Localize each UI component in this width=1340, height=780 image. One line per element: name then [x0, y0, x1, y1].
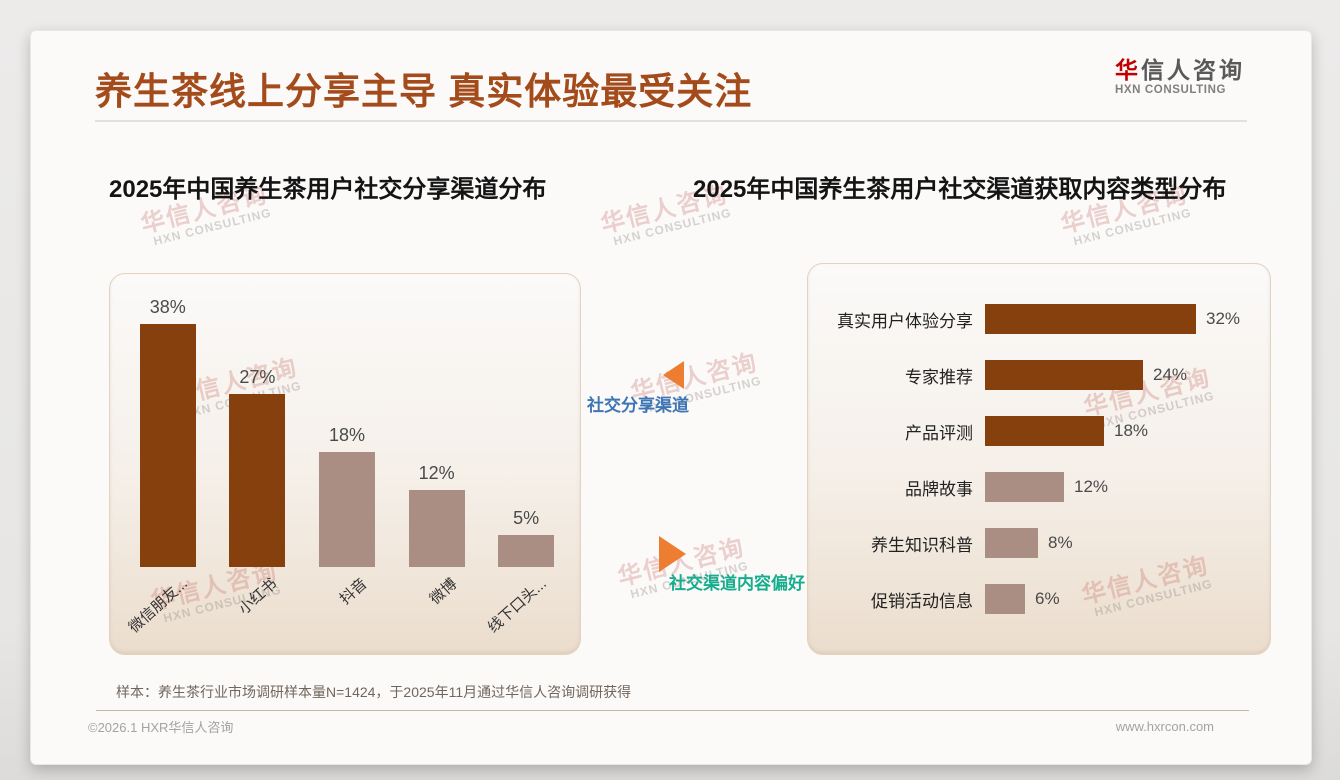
content-preference-label: 社交渠道内容偏好 — [669, 574, 805, 593]
bar-value-label: 5% — [513, 508, 540, 528]
x-axis-label-cell: 微信朋友... — [123, 569, 213, 649]
brand-logo-chinese: 华信人咨询 — [1115, 57, 1245, 83]
category-label: 养生知识科普 — [871, 535, 973, 555]
bar — [229, 394, 286, 567]
bar — [498, 535, 555, 567]
bar-row: 养生知识科普 8% — [807, 515, 1269, 571]
x-axis-label: 线下口头... — [484, 575, 550, 637]
column-chart-plot-area: 38% 27% 18% 12% 5% — [123, 273, 571, 567]
title-divider — [95, 120, 1247, 122]
bar — [139, 324, 196, 567]
column-chart: 38% 27% 18% 12% 5% 微信朋友... 小红书 抖音 微博 线下口头... — [109, 273, 579, 653]
bar — [985, 584, 1025, 614]
category-label: 产品评测 — [905, 423, 973, 443]
x-axis-label-cell: 线下口头... — [481, 569, 571, 649]
watermark-english-text: HXN CONSULTING — [611, 205, 733, 249]
bar — [985, 360, 1143, 390]
category-label: 品牌故事 — [905, 479, 973, 499]
horizontal-bar-chart: 真实用户体验分享 32% 专家推荐 24% 产品评测 18% 品牌故事 12% 养生知识科普 8%… — [807, 263, 1269, 653]
sample-note: 样本：养生茶行业市场调研样本量N=1424，于2025年11月通过华信人咨询调研… — [116, 684, 632, 700]
bar-value-label: 12% — [1074, 477, 1109, 496]
bar-row: 专家推荐 24% — [807, 347, 1269, 403]
share-channel-label: 社交分享渠道 — [587, 396, 689, 415]
bar — [985, 472, 1064, 502]
left-chart-title: 2025年中国养生茶用户社交分享渠道分布 — [109, 176, 547, 203]
bar-value-label: 38% — [149, 297, 186, 317]
column-chart-x-axis: 微信朋友... 小红书 抖音 微博 线下口头... — [123, 569, 571, 649]
brand-logo-red-char: 华 — [1115, 57, 1141, 83]
category-label: 促销活动信息 — [871, 591, 973, 611]
slide-card: 华信人咨询 HXN CONSULTING 华信人咨询 HXN CONSULTING 华信… — [30, 30, 1312, 765]
x-axis-label: 抖音 — [336, 575, 371, 608]
arrow-left-icon — [663, 361, 684, 389]
x-axis-label: 微博 — [426, 575, 460, 608]
website-url: www.hxrcon.com — [1115, 719, 1214, 734]
page-title: 养生茶线上分享主导 真实体验最受关注 — [95, 71, 753, 112]
chart-column: 27% — [213, 273, 303, 567]
chart-column: 12% — [392, 273, 482, 567]
x-axis-label-cell: 微博 — [392, 569, 482, 649]
chart-column: 5% — [481, 273, 571, 567]
horizontal-bar-chart-plot-area: 真实用户体验分享 32% 专家推荐 24% 产品评测 18% 品牌故事 12% 养生知识科普 8%… — [807, 291, 1269, 627]
x-axis-label-cell: 小红书 — [213, 569, 303, 649]
bar — [408, 490, 465, 567]
right-chart-title: 2025年中国养生茶用户社交渠道获取内容类型分布 — [693, 176, 1227, 203]
bar-value-label: 12% — [418, 463, 455, 483]
bar-value-label: 27% — [239, 367, 276, 387]
bar-row: 品牌故事 12% — [807, 459, 1269, 515]
copyright-text: ©2026.1 HXR华信人咨询 — [88, 720, 234, 735]
footer-divider — [96, 710, 1249, 711]
bar-value-label: 8% — [1048, 533, 1073, 552]
bar — [985, 304, 1196, 334]
bar-value-label: 18% — [1114, 421, 1149, 440]
brand-logo-gray-chars: 信人咨询 — [1141, 57, 1245, 83]
bar — [985, 416, 1104, 446]
bar-row: 促销活动信息 6% — [807, 571, 1269, 627]
bar-value-label: 32% — [1206, 309, 1241, 328]
x-axis-label-cell: 抖音 — [302, 569, 392, 649]
brand-logo-english: HXN CONSULTING — [1115, 84, 1227, 97]
x-axis-label: 小红书 — [235, 575, 281, 618]
bar-row: 真实用户体验分享 32% — [807, 291, 1269, 347]
arrow-right-icon — [659, 536, 686, 572]
bar — [318, 452, 375, 567]
chart-column: 38% — [123, 273, 213, 567]
bar-value-label: 6% — [1035, 589, 1060, 608]
bar-value-label: 24% — [1153, 365, 1188, 384]
x-axis-label: 微信朋友... — [125, 575, 192, 637]
category-label: 真实用户体验分享 — [837, 311, 973, 331]
bar-row: 产品评测 18% — [807, 403, 1269, 459]
chart-column: 18% — [302, 273, 392, 567]
watermark-english-text: HXN CONSULTING — [151, 205, 273, 249]
brand-logo: 华信人咨询 HXN CONSULTING — [1115, 57, 1245, 96]
category-label: 专家推荐 — [905, 367, 973, 387]
watermark-english-text: HXN CONSULTING — [1071, 205, 1193, 249]
bar-value-label: 18% — [328, 425, 365, 445]
bar — [985, 528, 1038, 558]
